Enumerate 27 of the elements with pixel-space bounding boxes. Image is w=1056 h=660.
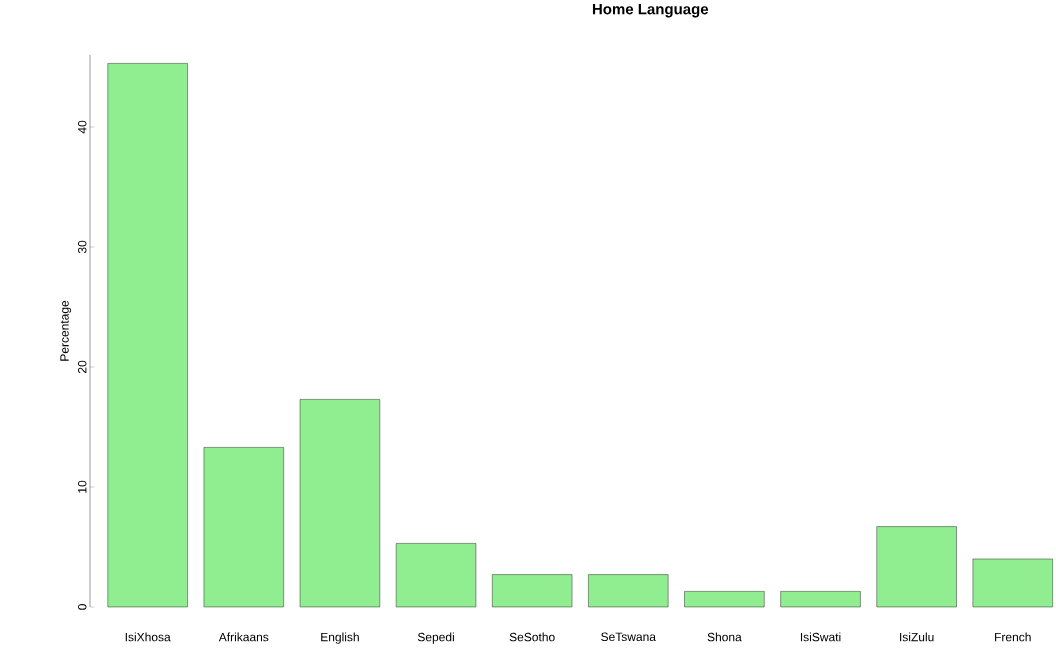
x-tick-label: SeSotho bbox=[509, 632, 555, 642]
x-tick-label: French bbox=[995, 632, 1031, 642]
bar bbox=[684, 591, 765, 608]
x-tick-label: Shona bbox=[707, 632, 742, 642]
bar bbox=[972, 558, 1053, 608]
y-tick-label: 40 bbox=[77, 120, 87, 134]
x-tick-label: Afrikaans bbox=[218, 632, 269, 642]
bar bbox=[780, 591, 861, 608]
y-tick-label: 20 bbox=[77, 360, 87, 374]
y-tick-label: 30 bbox=[77, 240, 87, 254]
y-axis-title: Percentage bbox=[60, 300, 72, 361]
bar bbox=[299, 399, 381, 608]
chart-title: Home Language bbox=[592, 3, 709, 18]
y-tick-label: 0 bbox=[77, 604, 87, 610]
x-tick-label: Sepedi bbox=[417, 632, 454, 644]
bar bbox=[395, 543, 477, 608]
bar bbox=[876, 526, 957, 608]
bar bbox=[588, 574, 669, 608]
x-tick-label: IsiZulu bbox=[900, 632, 934, 642]
x-tick-label: English bbox=[321, 632, 359, 644]
y-tick-label: 10 bbox=[77, 480, 87, 493]
bar bbox=[203, 447, 284, 608]
bar bbox=[492, 574, 573, 608]
x-tick-label: SeTswana bbox=[601, 632, 656, 642]
x-tick-label: IsiSwati bbox=[800, 632, 841, 642]
bar bbox=[107, 63, 188, 608]
x-tick-label: IsiXhosa bbox=[125, 632, 171, 642]
